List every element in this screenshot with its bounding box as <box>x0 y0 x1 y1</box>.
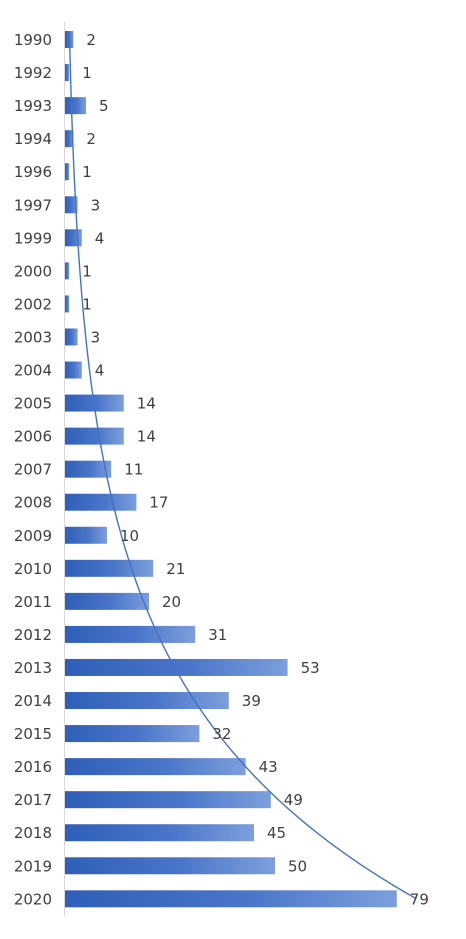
bar-2008 <box>65 493 137 511</box>
data-label-1990: 2 <box>86 31 96 49</box>
data-label-2015: 32 <box>212 725 231 743</box>
tick-label-1994: 1994 <box>14 130 52 148</box>
tick-label-2005: 2005 <box>14 395 52 413</box>
bar-1993 <box>65 97 86 115</box>
tick-label-1992: 1992 <box>14 64 52 82</box>
bar-2019 <box>65 857 275 875</box>
tick-label-2008: 2008 <box>14 494 52 512</box>
tick-label-2009: 2009 <box>14 527 52 545</box>
tick-label-1999: 1999 <box>14 229 52 247</box>
bar-2017 <box>65 791 271 809</box>
tick-label-2004: 2004 <box>14 362 52 380</box>
trendline <box>68 39 417 900</box>
tick-label-2015: 2015 <box>14 725 52 743</box>
data-label-2000: 1 <box>82 262 92 280</box>
data-label-2016: 43 <box>259 758 278 776</box>
tick-label-1996: 1996 <box>14 163 52 181</box>
bar-2003 <box>65 328 78 346</box>
tick-label-2011: 2011 <box>14 593 52 611</box>
bar-2004 <box>65 361 82 379</box>
bar-2002 <box>65 295 70 313</box>
tick-label-1990: 1990 <box>14 31 52 49</box>
bar-2020 <box>65 890 397 908</box>
data-label-2014: 39 <box>242 692 261 710</box>
tick-label-1993: 1993 <box>14 97 52 115</box>
tick-label-2007: 2007 <box>14 461 52 479</box>
data-label-2009: 10 <box>120 527 139 545</box>
bar-1997 <box>65 196 78 214</box>
data-label-1997: 3 <box>91 196 101 214</box>
data-label-2005: 14 <box>137 395 156 413</box>
data-label-2007: 11 <box>124 461 143 479</box>
tick-label-2016: 2016 <box>14 758 52 776</box>
data-label-2018: 45 <box>267 824 286 842</box>
bar-2018 <box>65 824 254 842</box>
tick-label-2018: 2018 <box>14 824 52 842</box>
data-label-1996: 1 <box>82 163 92 181</box>
data-label-2004: 4 <box>95 362 105 380</box>
bar-1992 <box>65 64 70 82</box>
tick-label-2010: 2010 <box>14 560 52 578</box>
tick-label-1997: 1997 <box>14 196 52 214</box>
bar-2007 <box>65 460 112 478</box>
tick-label-2020: 2020 <box>14 890 52 908</box>
bar-1996 <box>65 163 70 181</box>
data-label-2012: 31 <box>208 626 227 644</box>
data-label-2010: 21 <box>166 560 185 578</box>
bar-2013 <box>65 658 288 676</box>
data-label-2003: 3 <box>91 328 101 346</box>
data-label-1994: 2 <box>86 130 96 148</box>
tick-label-2003: 2003 <box>14 328 52 346</box>
data-label-2020: 79 <box>410 890 429 908</box>
data-label-2017: 49 <box>284 791 303 809</box>
tick-label-2000: 2000 <box>14 262 52 280</box>
data-label-2019: 50 <box>288 857 307 875</box>
tick-label-2013: 2013 <box>14 659 52 677</box>
tick-label-2017: 2017 <box>14 791 52 809</box>
bar-2000 <box>65 262 70 280</box>
data-label-2002: 1 <box>82 295 92 313</box>
bar-series <box>65 31 397 908</box>
tick-label-2006: 2006 <box>14 428 52 446</box>
tick-label-2002: 2002 <box>14 295 52 313</box>
bar-2010 <box>65 559 154 577</box>
bar-2014 <box>65 692 229 710</box>
bar-1994 <box>65 130 74 148</box>
data-label-1992: 1 <box>82 64 92 82</box>
tick-label-2014: 2014 <box>14 692 52 710</box>
data-label-1993: 5 <box>99 97 109 115</box>
bar-2016 <box>65 758 246 776</box>
bar-2011 <box>65 592 149 610</box>
data-label-2006: 14 <box>137 428 156 446</box>
bar-2009 <box>65 526 107 544</box>
bar-1999 <box>65 229 82 247</box>
tick-label-2019: 2019 <box>14 857 52 875</box>
data-label-1999: 4 <box>95 229 105 247</box>
data-labels: 2152134113414141117102120315339324349455… <box>82 31 429 908</box>
data-label-2008: 17 <box>149 494 168 512</box>
bar-2015 <box>65 725 200 743</box>
category-tick-labels: 1990 1992 1993 1994 1996 1997 1999 2000 2002 2003… <box>14 31 52 908</box>
bar-1990 <box>65 31 74 49</box>
bar-2012 <box>65 625 196 643</box>
data-label-2013: 53 <box>301 659 320 677</box>
bar-2006 <box>65 427 124 445</box>
tick-label-2012: 2012 <box>14 626 52 644</box>
data-label-2011: 20 <box>162 593 181 611</box>
